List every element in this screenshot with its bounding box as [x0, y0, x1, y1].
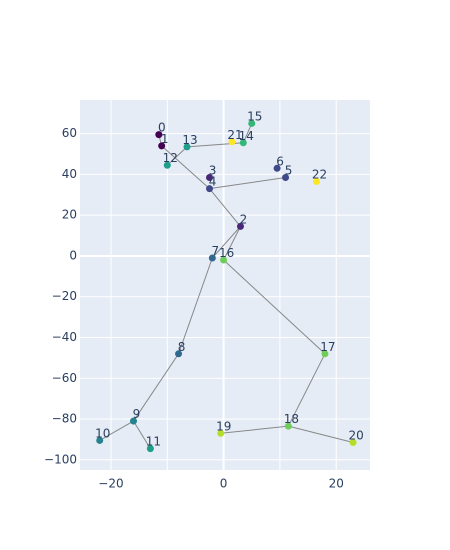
point-label: 17 — [320, 340, 335, 354]
point-label: 3 — [209, 163, 217, 177]
data-point — [248, 119, 256, 127]
data-point — [284, 422, 292, 430]
data-point — [208, 254, 216, 262]
y-tick-label: −20 — [52, 289, 77, 303]
x-tick-label: 20 — [329, 477, 344, 491]
grid-lines — [80, 100, 370, 470]
y-tick-label: −100 — [44, 452, 77, 466]
data-point — [183, 143, 191, 151]
data-point — [155, 131, 163, 139]
connector-line — [178, 257, 213, 354]
connector-line — [161, 145, 210, 190]
connector-line — [223, 226, 241, 261]
connector-line — [288, 425, 354, 443]
point-label: 1 — [161, 132, 169, 146]
data-point — [282, 173, 290, 181]
connector-line — [209, 176, 286, 190]
point-label: 4 — [209, 175, 217, 189]
data-point — [146, 445, 154, 453]
point-label: 9 — [133, 407, 141, 421]
connector-line — [287, 353, 326, 427]
x-tick-label: −20 — [98, 477, 123, 491]
connector-line — [209, 188, 241, 227]
connector-line — [166, 146, 188, 166]
point-label: 14 — [239, 129, 254, 143]
data-point — [236, 222, 244, 230]
connector-line — [133, 420, 151, 449]
data-point — [220, 256, 228, 264]
x-axis-ticks: −20 0 20 — [98, 477, 344, 491]
y-tick-label: 0 — [69, 248, 77, 262]
y-tick-label: −40 — [52, 330, 77, 344]
point-label: 20 — [348, 428, 363, 442]
data-point — [217, 429, 225, 437]
point-label: 15 — [247, 109, 262, 123]
point-label: 12 — [163, 151, 178, 165]
point-label: 22 — [312, 168, 327, 182]
point-label: 6 — [276, 154, 284, 168]
point-label: 21 — [227, 128, 242, 142]
point-label: 10 — [95, 426, 110, 440]
point-label: 2 — [240, 212, 248, 226]
data-point — [175, 350, 183, 358]
point-label: 19 — [216, 419, 231, 433]
x-tick-label: 0 — [220, 477, 228, 491]
point-label: 11 — [146, 435, 161, 449]
data-point — [349, 438, 357, 446]
data-point — [321, 350, 329, 358]
data-point — [206, 173, 214, 181]
y-tick-label: 20 — [62, 208, 77, 222]
point-label: 7 — [212, 244, 220, 258]
connector-line — [223, 259, 326, 355]
y-tick-label: −60 — [52, 371, 77, 385]
data-point — [239, 139, 247, 147]
y-tick-label: −80 — [52, 412, 77, 426]
data-point — [273, 164, 281, 172]
point-label: 13 — [182, 133, 197, 147]
data-point — [96, 436, 104, 444]
data-point — [313, 178, 321, 186]
data-point — [129, 417, 137, 425]
connector-line — [99, 420, 134, 441]
y-tick-label: 40 — [62, 167, 77, 181]
connector-line — [211, 226, 241, 259]
connector-line — [133, 353, 179, 422]
connector-lines — [99, 123, 354, 449]
connector-line — [220, 425, 289, 434]
y-axis-ticks: −100 −80 −60 −40 −20 0 20 40 60 — [44, 126, 77, 466]
data-point — [206, 185, 214, 193]
connector-line — [242, 123, 253, 144]
point-label: 0 — [158, 121, 166, 135]
point-label: 8 — [178, 340, 186, 354]
data-point — [158, 142, 166, 150]
data-point — [228, 138, 236, 146]
y-tick-label: 60 — [62, 126, 77, 140]
point-label: 16 — [219, 246, 234, 260]
plot-background — [80, 100, 370, 470]
point-label: 18 — [284, 412, 299, 426]
data-point — [163, 161, 171, 169]
point-label: 5 — [285, 163, 293, 177]
